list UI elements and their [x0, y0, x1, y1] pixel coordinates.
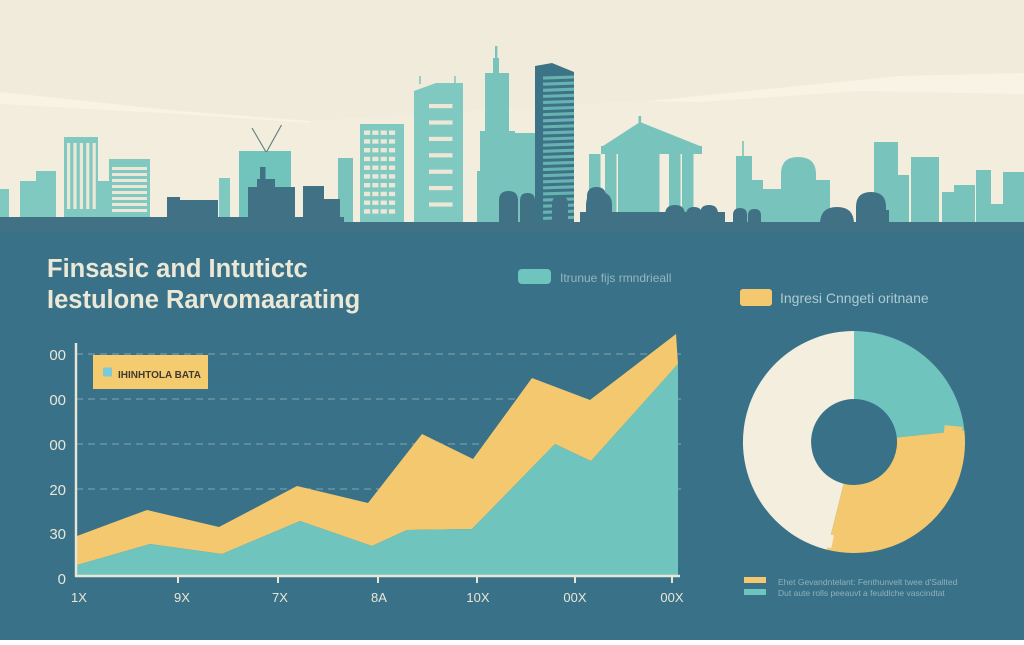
svg-text:Finsasic and Intutictc: Finsasic and Intutictc — [47, 255, 308, 283]
svg-text:Ingresi Cnngeti oritnane: Ingresi Cnngeti oritnane — [780, 290, 929, 306]
svg-text:8A: 8A — [371, 590, 387, 605]
svg-text:00: 00 — [49, 347, 66, 364]
svg-text:7X: 7X — [272, 590, 288, 605]
svg-text:1X: 1X — [71, 590, 87, 605]
svg-text:IHINHTOLA BATA: IHINHTOLA BATA — [118, 370, 201, 381]
svg-text:Iestulone Rarvomaarating: Iestulone Rarvomaarating — [47, 286, 360, 314]
svg-text:00X: 00X — [660, 590, 683, 605]
svg-text:00: 00 — [49, 437, 66, 454]
svg-text:Dut aute rolls peeauvt a feuld: Dut aute rolls peeauvt a feuldlche vasci… — [778, 588, 945, 598]
svg-text:0: 0 — [58, 571, 66, 588]
svg-text:Ehet Gevandntelant: Fenthunvel: Ehet Gevandntelant: Fenthunvelt twee d'S… — [778, 577, 958, 587]
svg-text:30: 30 — [49, 526, 66, 543]
svg-text:10X: 10X — [466, 590, 489, 605]
svg-text:00: 00 — [49, 392, 66, 409]
svg-text:00X: 00X — [563, 590, 586, 605]
svg-text:Itrunue fijs rmndrieall: Itrunue fijs rmndrieall — [560, 271, 671, 285]
svg-text:9X: 9X — [174, 590, 190, 605]
svg-text:20: 20 — [49, 482, 66, 499]
